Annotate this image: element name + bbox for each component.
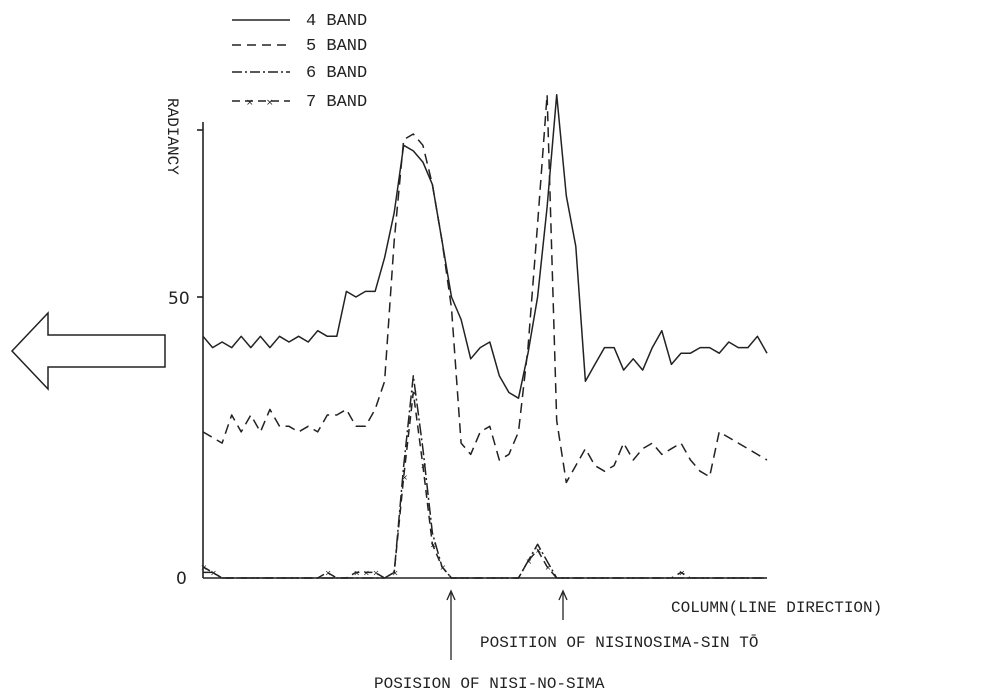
series-point-marker: × [545, 563, 552, 572]
legend-label-5-band: 5 BAND [306, 37, 367, 56]
series-point-marker: × [373, 568, 380, 577]
y-tick-label-50: 50 [168, 289, 190, 309]
legend-label-7-band: 7 BAND [306, 93, 367, 112]
y-axis-label: RADIANCY [163, 98, 181, 175]
series-point-marker: × [411, 389, 418, 398]
annotation-arrow-nisinosima [558, 589, 568, 620]
series-layer: ×× × × × × ×××××××××× [201, 93, 768, 579]
series-point-marker: × [679, 568, 686, 577]
legend-item-6-band: 6 BAND [232, 64, 367, 83]
legend-item-5-band: 5 BAND [232, 37, 367, 56]
series-line-6-band [203, 374, 767, 579]
series-point-marker: × [325, 568, 332, 577]
legend-marker-x: × [246, 98, 254, 108]
x-axis-label: COLUMN(LINE DIRECTION) [671, 599, 882, 617]
legend-marker-x: × [266, 98, 274, 108]
series-point-marker: × [430, 540, 437, 549]
legend: 4 BAND 5 BAND 6 BAND × × 7 BAND [232, 12, 367, 112]
series-line-7-band [202, 391, 767, 579]
legend-label-4-band: 4 BAND [306, 12, 367, 31]
series-point-marker: × [401, 473, 408, 482]
series-point-marker: × [420, 462, 427, 471]
y-tick-label-0: 0 [176, 569, 187, 589]
series-point-marker: × [535, 546, 542, 555]
series-point-marker: × [440, 563, 447, 572]
legend-label-6-band: 6 BAND [306, 64, 367, 83]
annotation-nisi-no-sima: POSISION OF NISI-NO-SIMA [374, 675, 605, 693]
series-point-marker: × [201, 563, 208, 572]
series-point-marker: × [353, 568, 360, 577]
series-point-marker: × [526, 557, 533, 566]
series-point-marker: × [363, 568, 370, 577]
series-point-marker: × [392, 568, 399, 577]
series-point-marker: × [210, 568, 217, 577]
legend-item-7-band: × × 7 BAND [232, 93, 367, 112]
series-line-4-band [202, 93, 768, 399]
left-arrow-icon [10, 311, 166, 391]
legend-item-4-band: 4 BAND [232, 12, 367, 31]
annotation-nisinosima-sin-to: POSITION OF NISINOSIMA-SIN TŌ [480, 633, 758, 652]
series-line-5-band [202, 93, 768, 484]
annotation-arrow-nisi-no-sima [446, 589, 456, 660]
